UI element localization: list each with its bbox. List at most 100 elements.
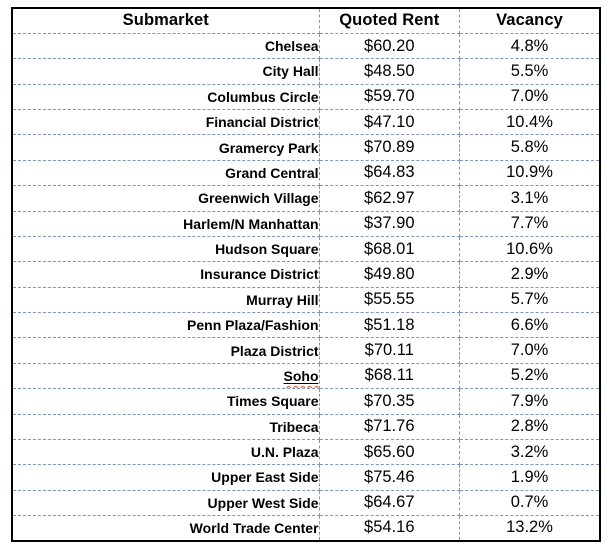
table-row: Greenwich Village $62.97 3.1% [11,185,601,212]
quoted-rent-cell: $49.80 [318,261,461,288]
submarket-cell: Gramercy Park [11,134,320,161]
submarket-cell: Greenwich Village [11,185,320,212]
submarket-label: Greenwich Village [198,190,319,207]
submarket-label: Grand Central [225,164,319,181]
table-row: Chelsea $60.20 4.8% [11,32,601,60]
header-submarket: Submarket [11,7,320,34]
table-row: Tribeca $71.76 2.8% [11,413,601,440]
submarket-cell: City Hall [11,58,320,85]
table-row: City Hall $48.50 5.5% [11,58,601,85]
vacancy-cell: 1.9% [459,464,601,491]
submarket-label: Plaza District [230,342,319,359]
table-row: Financial District $47.10 10.4% [11,108,601,136]
table-body: Chelsea $60.20 4.8% City Hall $48.50 5.5% Colu… [11,32,601,542]
quoted-rent-cell: $54.16 [318,514,461,542]
quoted-rent-cell: $37.90 [318,210,461,237]
quoted-rent-cell: $55.55 [318,286,461,314]
table-row: Columbus Circle $59.70 7.0% [11,83,601,111]
table-row: Upper West Side $64.67 0.7% [11,489,601,517]
quoted-rent-cell: $48.50 [318,58,461,85]
vacancy-cell: 10.9% [459,159,601,187]
vacancy-cell: 5.7% [459,286,601,314]
table-row: Soho $68.11 5.2% [11,362,601,390]
vacancy-cell: 0.7% [459,489,601,517]
table-row: Hudson Square $68.01 10.6% [11,235,601,263]
table-row: Grand Central $64.83 10.9% [11,159,601,187]
submarket-cell: World Trade Center [11,514,320,542]
vacancy-cell: 10.6% [459,235,601,263]
submarket-label: City Hall [262,63,319,80]
submarket-label: Soho [283,367,319,384]
submarket-label: Upper West Side [207,494,319,511]
quoted-rent-cell: $59.70 [318,83,461,111]
submarket-label: Harlem/N Manhattan [183,215,319,232]
submarket-cell: Soho [11,362,320,390]
vacancy-cell: 13.2% [459,514,601,542]
table-row: Insurance District $49.80 2.9% [11,261,601,288]
submarket-label: Columbus Circle [207,88,319,105]
submarket-cell: Harlem/N Manhattan [11,210,320,237]
vacancy-cell: 2.8% [459,413,601,440]
submarket-label: U.N. Plaza [250,444,319,461]
vacancy-cell: 3.1% [459,185,601,212]
submarket-cell: Financial District [11,108,320,136]
submarket-cell: Columbus Circle [11,83,320,111]
submarket-label: World Trade Center [189,519,319,536]
submarket-cell: Times Square [11,388,320,415]
vacancy-cell: 6.6% [459,311,601,339]
submarket-cell: Hudson Square [11,235,320,263]
submarket-cell: Plaza District [11,337,320,364]
submarket-label: Hudson Square [215,241,319,258]
vacancy-cell: 4.8% [459,32,601,60]
vacancy-cell: 5.5% [459,58,601,85]
submarket-cell: Grand Central [11,159,320,187]
table-row: World Trade Center $54.16 13.2% [11,514,601,542]
table-header: Submarket Quoted Rent Vacancy [11,7,601,34]
quoted-rent-cell: $64.83 [318,159,461,187]
submarket-cell: Penn Plaza/Fashion [11,311,320,339]
submarket-label: Times Square [226,393,319,410]
quoted-rent-cell: $68.01 [318,235,461,263]
quoted-rent-cell: $70.89 [318,134,461,161]
table-row: Penn Plaza/Fashion $51.18 6.6% [11,311,601,339]
vacancy-cell: 5.8% [459,134,601,161]
quoted-rent-cell: $70.35 [318,388,461,415]
quoted-rent-cell: $75.46 [318,464,461,491]
submarket-label: Upper East Side [211,469,319,486]
vacancy-cell: 3.2% [459,438,601,466]
submarket-cell: Upper East Side [11,464,320,491]
submarket-cell: Insurance District [11,261,320,288]
table-row: Harlem/N Manhattan $37.90 7.7% [11,210,601,237]
submarket-label: Penn Plaza/Fashion [187,317,319,334]
vacancy-cell: 2.9% [459,261,601,288]
vacancy-cell: 10.4% [459,108,601,136]
submarket-table-container: Submarket Quoted Rent Vacancy Chelsea $60… [11,7,601,542]
table-row: Gramercy Park $70.89 5.8% [11,134,601,161]
quoted-rent-cell: $60.20 [318,32,461,60]
submarket-cell: Tribeca [11,413,320,440]
header-vacancy: Vacancy [459,7,601,34]
submarket-label: Financial District [205,114,319,131]
header-quoted-rent: Quoted Rent [318,7,461,34]
vacancy-cell: 7.9% [459,388,601,415]
table-row: Plaza District $70.11 7.0% [11,337,601,364]
header-row: Submarket Quoted Rent Vacancy [11,7,601,34]
submarket-label: Tribeca [269,418,319,435]
submarket-cell: Chelsea [11,32,320,60]
spellcheck-squiggle: Soho [283,367,319,384]
submarket-label: Gramercy Park [218,139,319,156]
vacancy-cell: 5.2% [459,362,601,390]
quoted-rent-cell: $68.11 [318,362,461,390]
vacancy-cell: 7.0% [459,337,601,364]
vacancy-cell: 7.0% [459,83,601,111]
submarket-rent-vacancy-table: Submarket Quoted Rent Vacancy Chelsea $60… [11,7,601,542]
submarket-label: Chelsea [264,38,319,55]
quoted-rent-cell: $64.67 [318,489,461,517]
submarket-label: Insurance District [200,266,319,283]
table-row: Times Square $70.35 7.9% [11,388,601,415]
vacancy-cell: 7.7% [459,210,601,237]
submarket-cell: Upper West Side [11,489,320,517]
submarket-cell: Murray Hill [11,286,320,314]
table-row: U.N. Plaza $65.60 3.2% [11,438,601,466]
table-row: Upper East Side $75.46 1.9% [11,464,601,491]
